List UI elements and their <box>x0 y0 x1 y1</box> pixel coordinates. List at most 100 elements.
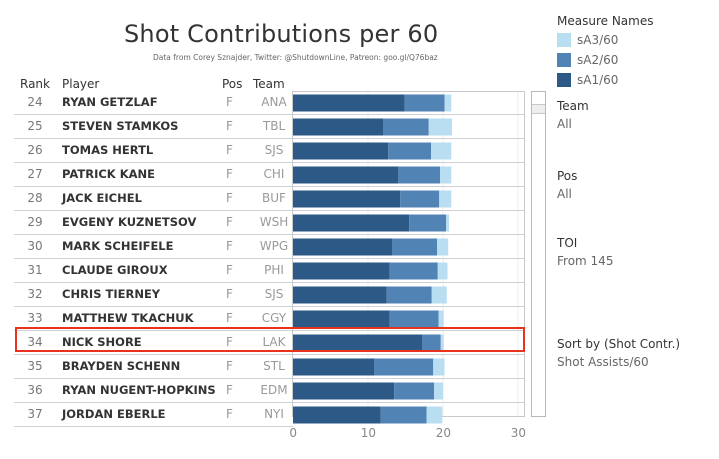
bar-sa1-60[interactable] <box>293 286 387 304</box>
bar-sa3-60[interactable] <box>439 190 452 208</box>
table-row[interactable]: 31 CLAUDE GIROUX F PHI <box>14 258 293 283</box>
column-header-rank[interactable]: Rank <box>20 77 50 91</box>
cell-rank: 28 <box>27 191 43 205</box>
bar-sa3-60[interactable] <box>438 310 444 328</box>
bar-sa1-60[interactable] <box>293 382 395 400</box>
bar-sa1-60[interactable] <box>293 310 390 328</box>
bar-sa2-60[interactable] <box>386 286 432 304</box>
bar-sa2-60[interactable] <box>398 166 440 184</box>
table-row[interactable]: 24 RYAN GETZLAF F ANA <box>14 90 293 115</box>
filter-team[interactable]: Team All <box>557 99 589 131</box>
bar-sa1-60[interactable] <box>293 406 381 424</box>
table-row[interactable]: 25 STEVEN STAMKOS F TBL <box>14 114 293 139</box>
bar-sa3-60[interactable] <box>440 166 452 184</box>
table-row[interactable]: 29 EVGENY KUZNETSOV F WSH <box>14 210 293 235</box>
column-header-player[interactable]: Player <box>62 77 100 91</box>
filter-toi-value[interactable]: From 145 <box>557 254 614 268</box>
filter-toi-title: TOI <box>557 236 578 250</box>
chart-title: Shot Contributions per 60 <box>124 20 439 48</box>
cell-rank: 32 <box>27 287 43 301</box>
table-row[interactable]: 37 JORDAN EBERLE F NYI <box>14 402 293 427</box>
bar-sa1-60[interactable] <box>293 262 390 280</box>
bar-sa1-60[interactable] <box>293 166 398 184</box>
table-row[interactable]: 30 MARK SCHEIFELE F WPG <box>14 234 293 259</box>
vertical-scrollbar[interactable] <box>531 91 546 417</box>
filter-pos-title: Pos <box>557 169 578 183</box>
legend-item-sa3[interactable]: sA3/60 <box>557 31 653 48</box>
filter-team-value[interactable]: All <box>557 117 572 131</box>
cell-rank: 36 <box>27 383 43 397</box>
table-row[interactable]: 36 RYAN NUGENT-HOPKINS F EDM <box>14 378 293 403</box>
table-row[interactable]: 26 TOMAS HERTL F SJS <box>14 138 293 163</box>
column-header-pos[interactable]: Pos <box>222 77 243 91</box>
bar-sa3-60[interactable] <box>426 406 443 424</box>
cell-rank: 29 <box>27 215 43 229</box>
cell-pos: F <box>226 239 233 253</box>
bar-sa1-60[interactable] <box>293 190 401 208</box>
bar-sa1-60[interactable] <box>293 118 383 136</box>
cell-player: RYAN GETZLAF <box>62 95 158 109</box>
bar-sa1-60[interactable] <box>293 214 410 232</box>
filter-toi[interactable]: TOI From 145 <box>557 236 613 268</box>
bar-sa3-60[interactable] <box>428 118 452 136</box>
bar-sa3-60[interactable] <box>437 262 448 280</box>
bar-sa3-60[interactable] <box>431 142 452 160</box>
legend-item-sa1[interactable]: sA1/60 <box>557 71 653 88</box>
bar-sa2-60[interactable] <box>392 238 437 256</box>
cell-pos: F <box>226 215 233 229</box>
bar-sa1-60[interactable] <box>293 142 389 160</box>
table-row[interactable]: 27 PATRICK KANE F CHI <box>14 162 293 187</box>
legend: Measure Names sA3/60 sA2/60 sA1/60 <box>557 14 653 88</box>
bar-sa3-60[interactable] <box>431 286 447 304</box>
bar-sa2-60[interactable] <box>389 262 438 280</box>
bar-sa1-60[interactable] <box>293 94 405 112</box>
column-header-team[interactable]: Team <box>253 77 285 91</box>
cell-rank: 35 <box>27 359 43 373</box>
cell-player: NICK SHORE <box>62 335 142 349</box>
bar-sa1-60[interactable] <box>293 358 374 376</box>
filter-sort-value[interactable]: Shot Assists/60 <box>557 355 649 369</box>
cell-rank: 37 <box>27 407 43 421</box>
bar-sa2-60[interactable] <box>389 310 439 328</box>
table-row[interactable]: 32 CHRIS TIERNEY F SJS <box>14 282 293 307</box>
bar-sa3-60[interactable] <box>437 238 449 256</box>
bar-sa3-60[interactable] <box>433 358 445 376</box>
cell-player: PATRICK KANE <box>62 167 156 181</box>
scrollbar-thumb[interactable] <box>532 104 545 114</box>
cell-player: JORDAN EBERLE <box>62 407 166 421</box>
bar-sa2-60[interactable] <box>422 334 441 352</box>
bar-sa2-60[interactable] <box>409 214 446 232</box>
table-row[interactable]: 34 NICK SHORE F LAK <box>14 330 293 355</box>
cell-team: CHI <box>263 167 285 181</box>
filter-sort[interactable]: Sort by (Shot Contr.) Shot Assists/60 <box>557 337 680 369</box>
bar-sa2-60[interactable] <box>388 142 431 160</box>
filter-team-title: Team <box>557 99 589 113</box>
table-row[interactable]: 28 JACK EICHEL F BUF <box>14 186 293 211</box>
cell-player: EVGENY KUZNETSOV <box>62 215 197 229</box>
bar-sa2-60[interactable] <box>400 190 440 208</box>
bar-sa1-60[interactable] <box>293 334 422 352</box>
table-row[interactable]: 33 MATTHEW TKACHUK F CGY <box>14 306 293 331</box>
bar-sa3-60[interactable] <box>440 334 444 352</box>
filter-pos[interactable]: Pos All <box>557 169 577 201</box>
bar-sa2-60[interactable] <box>374 358 434 376</box>
table-row[interactable]: 35 BRAYDEN SCHENN F STL <box>14 354 293 379</box>
cell-pos: F <box>226 287 233 301</box>
bar-sa2-60[interactable] <box>383 118 429 136</box>
bar-sa2-60[interactable] <box>394 382 434 400</box>
legend-item-sa2[interactable]: sA2/60 <box>557 51 653 68</box>
cell-player: BRAYDEN SCHENN <box>62 359 181 373</box>
legend-swatch-sa2 <box>557 52 571 67</box>
bar-sa1-60[interactable] <box>293 238 392 256</box>
cell-rank: 25 <box>27 119 43 133</box>
cell-pos: F <box>226 335 233 349</box>
cell-pos: F <box>226 191 233 205</box>
cell-player: CHRIS TIERNEY <box>62 287 161 301</box>
bar-sa3-60[interactable] <box>446 214 449 232</box>
bar-sa2-60[interactable] <box>404 94 445 112</box>
cell-player: TOMAS HERTL <box>62 143 154 157</box>
filter-pos-value[interactable]: All <box>557 187 572 201</box>
bar-sa3-60[interactable] <box>444 94 452 112</box>
bar-sa2-60[interactable] <box>380 406 427 424</box>
bar-sa3-60[interactable] <box>434 382 443 400</box>
